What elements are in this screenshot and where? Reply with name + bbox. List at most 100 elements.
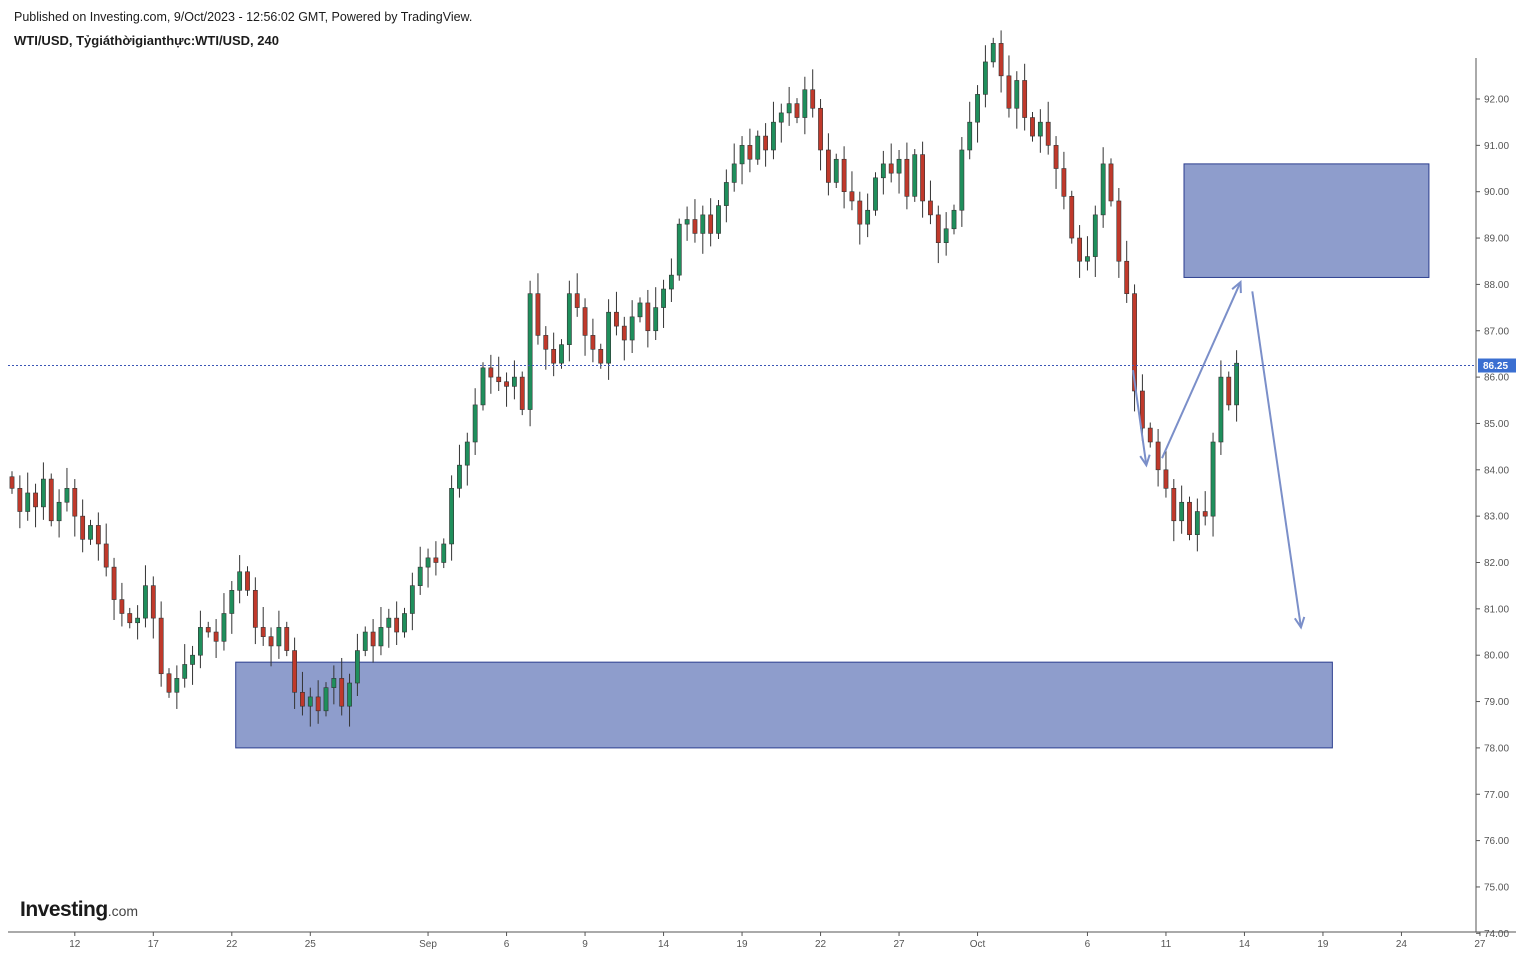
candle-body (959, 149, 965, 211)
candle-body (1077, 237, 1082, 262)
candle-body (621, 325, 627, 341)
candle-body (331, 678, 337, 688)
projection-arrow-1 (1161, 281, 1242, 459)
candle-body (198, 627, 203, 656)
candle-body (1108, 163, 1114, 202)
candle-body (127, 613, 133, 624)
candle-body (1210, 441, 1216, 517)
candle-body (182, 664, 188, 679)
candle-body (1053, 145, 1059, 169)
projection-arrowhead-1 (1231, 279, 1242, 294)
candle-body (1045, 121, 1051, 146)
y-tick-label: 80.00 (1484, 651, 1509, 662)
candle-body (629, 316, 635, 341)
y-tick-label: 84.00 (1484, 465, 1509, 476)
y-tick-label: 91.00 (1484, 141, 1509, 152)
y-tick-label: 78.00 (1484, 743, 1509, 754)
y-tick-label: 82.00 (1484, 558, 1509, 569)
candle-body (606, 311, 611, 364)
candle-body (1100, 163, 1106, 216)
candle-body (574, 293, 580, 308)
candle-body (1155, 441, 1161, 471)
candle-body (1147, 427, 1153, 443)
candle-body (496, 376, 502, 383)
candle-body (409, 585, 415, 614)
candle-body (135, 617, 140, 624)
candle-body (221, 613, 227, 642)
y-tick-label: 90.00 (1484, 187, 1509, 198)
candle-body (339, 678, 345, 707)
candle-body (354, 650, 360, 684)
candle-body (150, 585, 156, 619)
candle-body (166, 673, 172, 693)
candle-body (810, 89, 816, 109)
candle-body (614, 311, 619, 327)
candle-body (472, 404, 478, 443)
x-tick-label: 27 (893, 939, 905, 950)
candle-body (1014, 80, 1020, 109)
x-tick-label: 24 (1396, 939, 1408, 950)
candle-body (535, 293, 541, 336)
candle-body (95, 525, 101, 545)
candle-body (928, 200, 933, 216)
candle-body (237, 571, 243, 591)
candle-body (1030, 117, 1035, 137)
candle-body (1116, 200, 1122, 262)
candle-body (700, 214, 706, 234)
candle-body (559, 344, 564, 364)
candle-body (747, 145, 753, 160)
x-tick-label: Sep (419, 939, 437, 950)
candle-body (511, 376, 517, 387)
candle-body (425, 557, 431, 568)
candle-body (739, 145, 745, 165)
candle-body (951, 209, 957, 230)
x-tick-label: 6 (1085, 939, 1091, 950)
candle-body (888, 163, 894, 174)
candle-body (205, 627, 211, 633)
candle-body (786, 103, 792, 114)
candle-body (566, 293, 572, 345)
candle-body (480, 367, 486, 406)
x-tick-label: 22 (815, 939, 827, 950)
candle-body (80, 515, 86, 540)
candle-body (1194, 511, 1200, 535)
candle-body (794, 103, 800, 118)
candle-body (111, 566, 117, 600)
candle-body (119, 599, 125, 614)
published-caption: Published on Investing.com, 9/Oct/2023 -… (14, 10, 473, 24)
candle-body (1092, 214, 1098, 257)
candle-body (723, 182, 729, 206)
candle-body (17, 488, 23, 512)
candle-body (692, 219, 698, 234)
investing-logo: Investing.com (20, 898, 138, 922)
projection-arrows (1131, 279, 1306, 630)
candle-body (260, 627, 266, 637)
candle-body (300, 691, 305, 707)
y-tick-label: 87.00 (1484, 326, 1509, 337)
candle-body (315, 696, 321, 712)
candle-body (818, 107, 823, 151)
candle-body (284, 627, 290, 651)
x-tick-label: 25 (305, 939, 317, 950)
candle-body (857, 200, 863, 225)
candle-body (1202, 511, 1208, 517)
candle-body (1132, 293, 1137, 392)
projection-arrowhead-0 (1139, 454, 1151, 468)
candle-body (323, 687, 329, 712)
candle-body (527, 293, 533, 410)
zone-rect-1 (235, 661, 1333, 749)
candle-body (386, 617, 392, 628)
logo-domain: .com (107, 903, 139, 919)
candle-body (880, 163, 886, 179)
candle-body (276, 627, 282, 647)
y-tick-label: 89.00 (1484, 234, 1509, 245)
y-tick-label: 81.00 (1484, 604, 1509, 615)
candle-body (394, 617, 400, 633)
candle-body (40, 478, 46, 508)
y-tick-label: 77.00 (1484, 790, 1509, 801)
candle-body (825, 149, 831, 183)
candle-body (1163, 469, 1169, 489)
candle-body (488, 367, 494, 378)
candle-body (637, 302, 643, 318)
